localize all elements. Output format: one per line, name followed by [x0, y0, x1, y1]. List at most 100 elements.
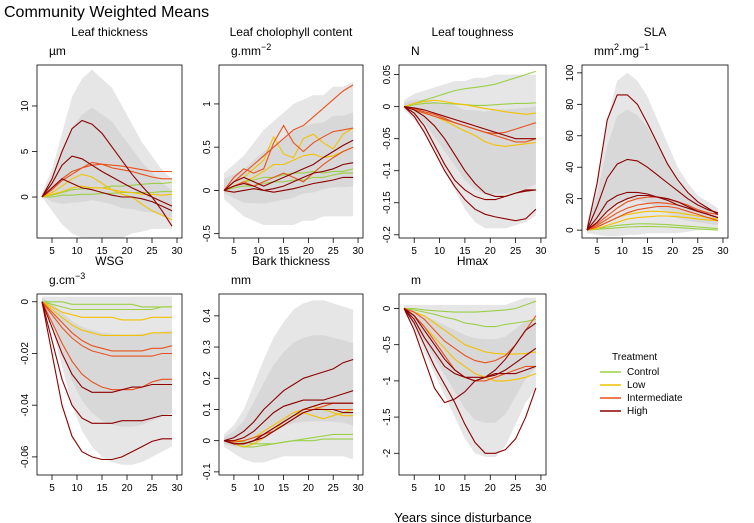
confidence-band-inner	[404, 306, 536, 423]
x-tick-label: 20	[485, 483, 497, 494]
series-line-7	[41, 155, 173, 207]
y-tick-label: 10	[20, 100, 31, 112]
panel-unit: m	[411, 273, 421, 287]
y-tick-label: -0.02	[20, 342, 31, 365]
panel-unit: g.mm−2	[231, 42, 271, 58]
series-line-2	[403, 307, 536, 355]
series-line-0	[586, 225, 718, 231]
series-line-5	[41, 301, 172, 357]
y-tick-label: 0	[202, 187, 213, 193]
y-tick-label: -0.05	[382, 127, 393, 150]
x-tick-label: 25	[510, 246, 522, 257]
series-line-7	[223, 139, 354, 191]
series-line-9	[223, 408, 354, 445]
panel-0: Leaf thickness µm 5 10 15 20 25 30 0 5 10	[20, 25, 183, 257]
x-tick-label: 15	[642, 246, 654, 257]
y-tick-label: 0.1	[202, 402, 213, 416]
panel-title: Bark thickness	[252, 254, 330, 268]
series-line-8	[403, 308, 537, 382]
series-line-2	[41, 301, 172, 321]
x-tick-label: 10	[617, 246, 629, 257]
x-tick-label: 5	[411, 483, 417, 494]
panel-title: SLA	[644, 25, 667, 39]
x-tick-label: 10	[434, 246, 446, 257]
legend-label: Low	[627, 380, 646, 391]
x-tick-label: 20	[485, 246, 497, 257]
series-line-10	[586, 194, 719, 231]
panel-2: Leaf toughness N 5 10 15 20 25 30 -0.2 -0.15 -0.1 -…	[382, 25, 547, 257]
series-line-4	[41, 301, 173, 352]
confidence-band-inner	[42, 107, 172, 218]
y-tick-label: 0	[20, 299, 31, 305]
x-tick-label: 30	[352, 483, 364, 494]
plot-frame	[398, 64, 547, 239]
panel-6: Hmax m 5 10 15 20 25 30 -2 -1.5 -1 -0.5 0	[382, 254, 547, 494]
series-line-7	[41, 301, 172, 393]
y-tick-label: 60	[565, 130, 576, 142]
x-tick-label: 15	[459, 483, 471, 494]
panel-title: Leaf toughness	[431, 25, 513, 39]
x-tick-label: 5	[594, 246, 600, 257]
series-line-8	[223, 162, 354, 193]
confidence-band-inner	[224, 335, 354, 449]
series-line-7	[224, 390, 354, 442]
plot-frame	[36, 293, 183, 476]
x-tick-label: 5	[231, 483, 237, 494]
x-tick-label: 10	[71, 246, 83, 257]
x-tick-label: 15	[278, 246, 290, 257]
panel-title: Leaf thickness	[71, 25, 148, 39]
y-tick-label: -0.1	[382, 162, 393, 180]
x-tick-label: 10	[253, 246, 265, 257]
x-tick-label: 25	[692, 246, 704, 257]
y-tick-label: 20	[565, 193, 576, 205]
y-tick-label: 0	[565, 227, 576, 233]
y-tick-label: -0.2	[382, 226, 393, 244]
x-tick-label: 30	[535, 483, 547, 494]
y-tick-label: -2	[382, 448, 393, 457]
x-tick-label: 10	[71, 483, 83, 494]
series-line-3	[41, 173, 173, 221]
y-tick-label: 0.3	[202, 340, 213, 354]
x-tick-label: 5	[231, 246, 237, 257]
panel-3: SLA mm2.mg−1 5 10 15 20 25 30 0 20 40 60 80 100	[565, 25, 729, 257]
x-tick-label: 25	[146, 483, 158, 494]
y-tick-label: 0.5	[202, 140, 213, 154]
series-line-1	[223, 172, 354, 191]
x-tick-label: 30	[171, 483, 183, 494]
series-line-2	[403, 99, 536, 115]
series-line-3	[41, 301, 172, 336]
x-tick-label: 25	[146, 246, 158, 257]
x-tick-label: 10	[253, 483, 265, 494]
x-tick-label: 25	[510, 483, 522, 494]
panel-title: WSG	[95, 254, 124, 268]
x-tick-label: 5	[411, 246, 417, 257]
x-tick-label: 15	[278, 483, 290, 494]
series-line-1	[404, 307, 537, 328]
y-tick-label: 80	[565, 98, 576, 110]
series-line-6	[403, 308, 537, 404]
x-tick-label: 30	[535, 246, 547, 257]
plot-frame	[218, 64, 364, 239]
series-line-3	[223, 146, 354, 191]
y-tick-label: 0	[202, 437, 213, 443]
series-line-0	[404, 300, 537, 313]
confidence-band-inner	[404, 99, 536, 195]
y-tick-label: -1.5	[382, 408, 393, 426]
series-line-8	[41, 301, 172, 424]
series-line-8	[586, 158, 719, 231]
x-tick-label: 15	[96, 483, 108, 494]
page-title: Community Weighted Means	[4, 4, 209, 21]
panels: Leaf thickness µm 5 10 15 20 25 30 0 5 10 Leaf chol…	[20, 25, 729, 494]
panel-unit: µm	[49, 44, 66, 58]
panel-title: Hmax	[457, 254, 488, 268]
x-tick-label: 20	[121, 246, 133, 257]
panel-title: Leaf cholophyll content	[230, 25, 353, 39]
panel-unit: g.cm−3	[49, 271, 85, 287]
series-line-1	[41, 301, 172, 311]
series-line-1	[403, 102, 536, 108]
x-tick-label: 5	[49, 246, 55, 257]
series-line-5	[403, 106, 537, 135]
series-line-6	[223, 358, 354, 442]
x-tick-label: 20	[667, 246, 679, 257]
